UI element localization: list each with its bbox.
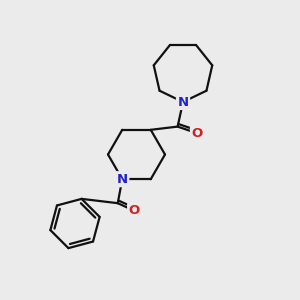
- Text: O: O: [129, 204, 140, 217]
- Text: N: N: [117, 173, 128, 186]
- Text: N: N: [177, 95, 189, 109]
- Text: O: O: [191, 127, 203, 140]
